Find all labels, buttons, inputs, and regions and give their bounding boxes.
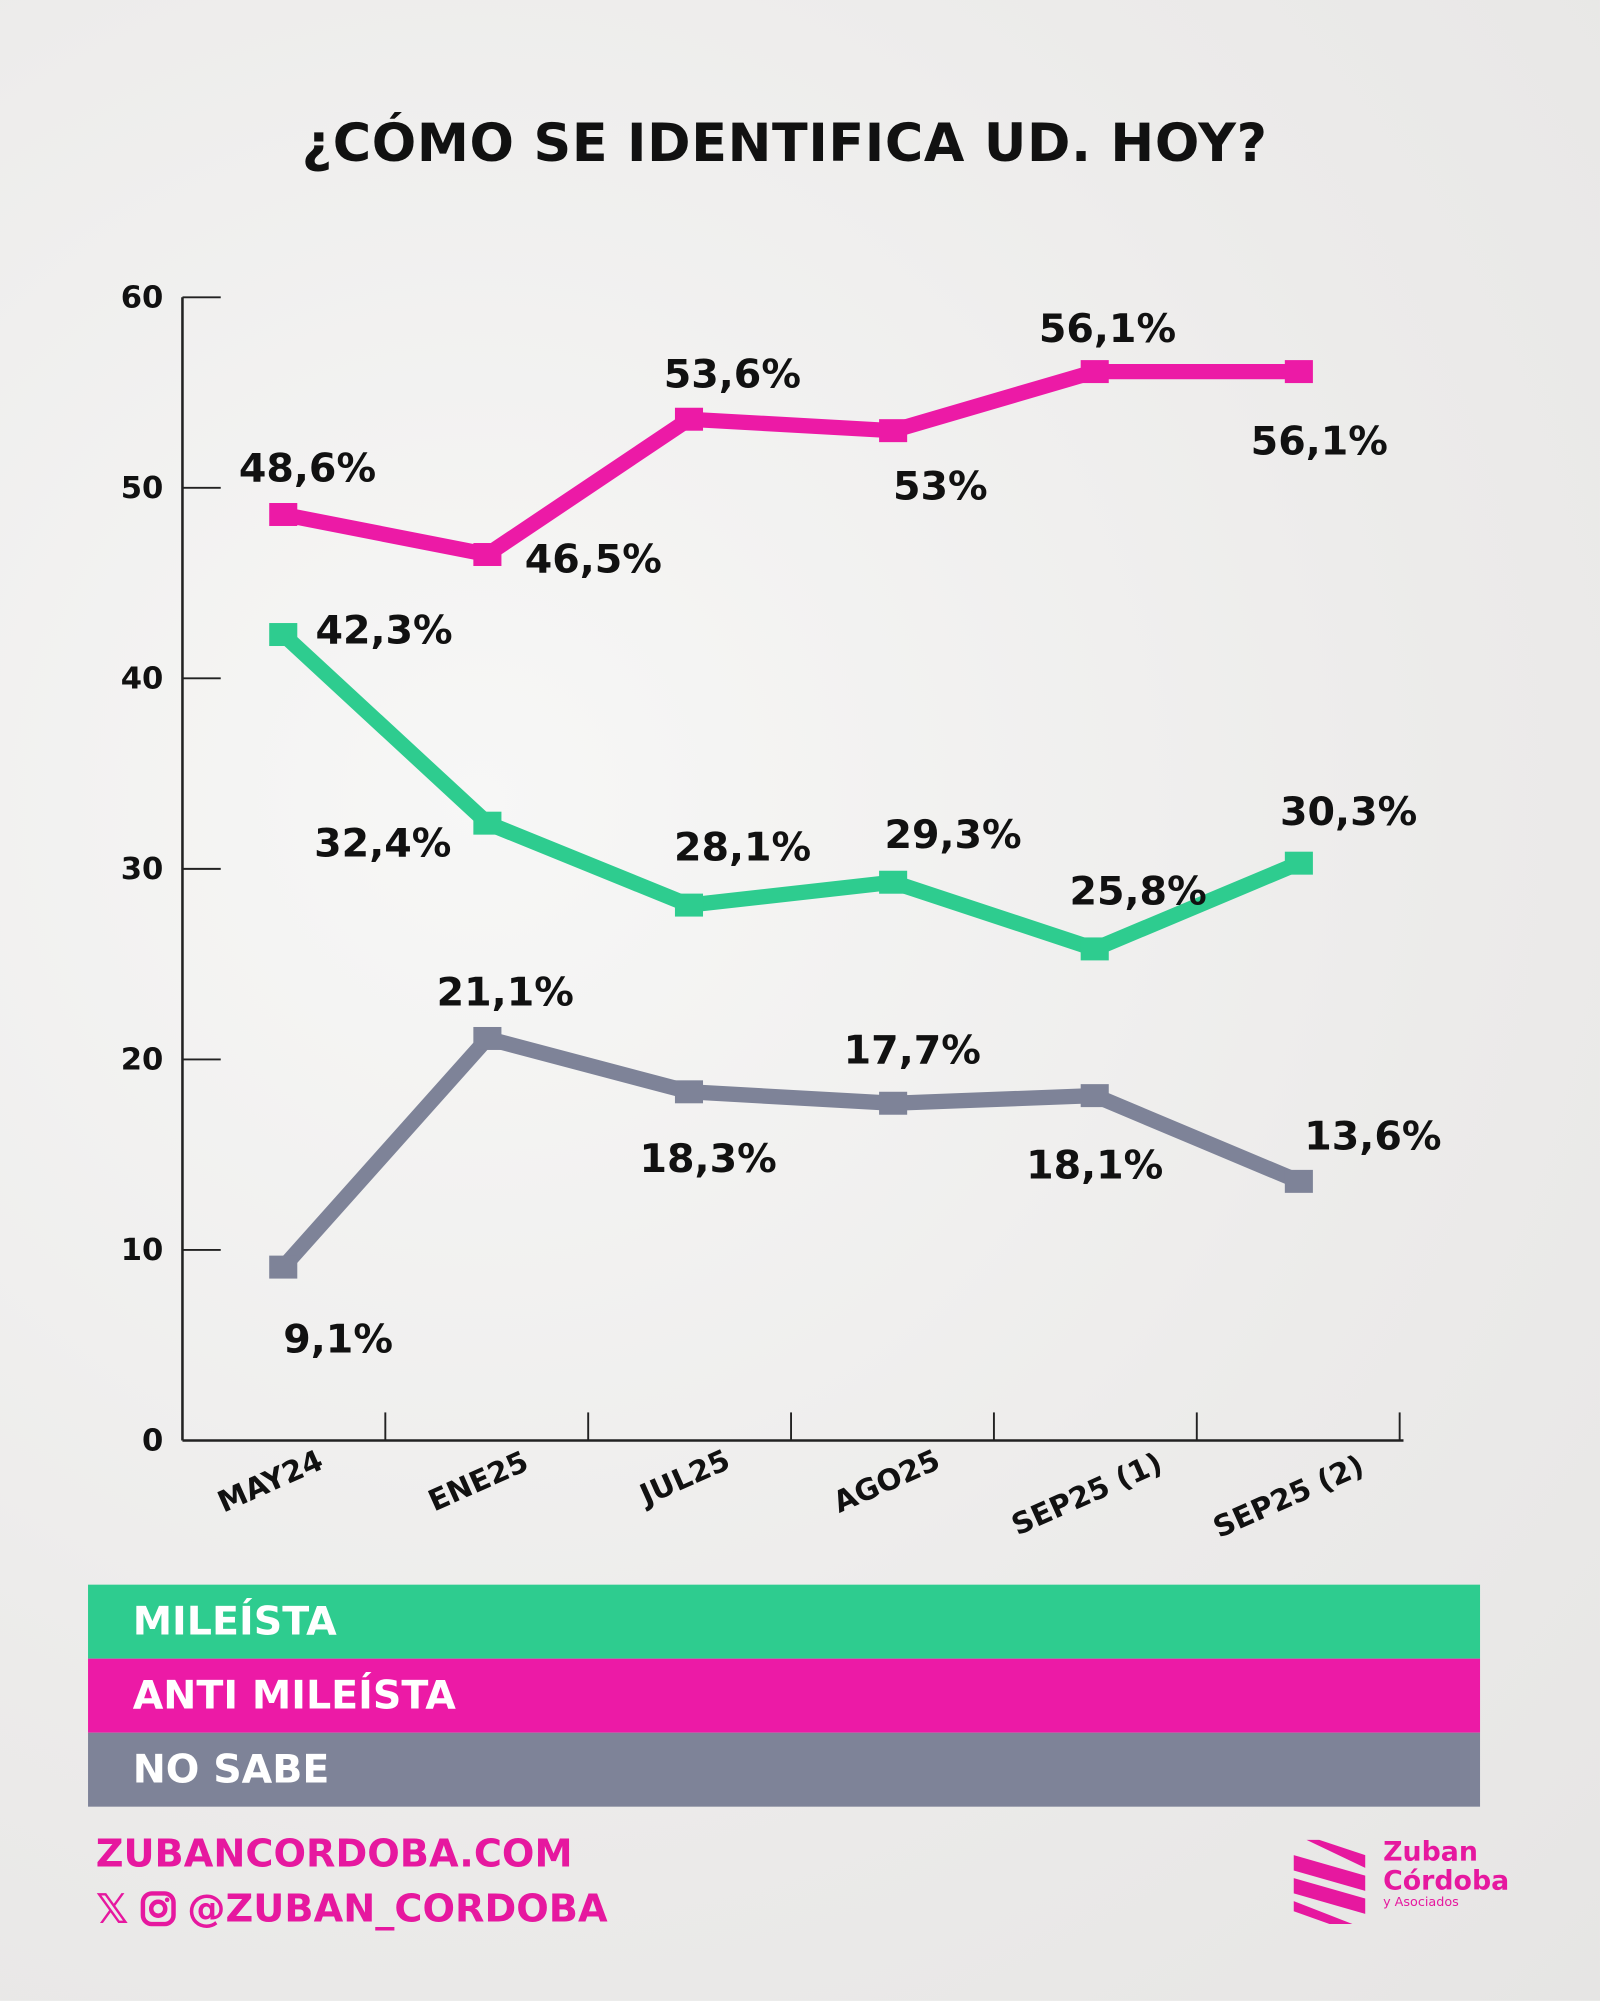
data-label: 42,3% [315, 607, 452, 653]
y-tick-label: 30 [121, 852, 164, 887]
social-handle[interactable]: @ZUBAN_CORDOBA [187, 1886, 608, 1932]
data-label: 56,1% [1039, 306, 1176, 352]
data-label: 53% [893, 464, 988, 510]
data-point [269, 503, 298, 526]
data-label: 56,1% [1251, 419, 1388, 465]
logo-text-3: y Asociados [1383, 1895, 1459, 1911]
x-icon[interactable]: 𝕏 [95, 1884, 129, 1933]
data-point [1080, 1084, 1109, 1108]
data-point [674, 407, 704, 431]
x-tick-label: MAY24 [213, 1443, 328, 1519]
data-label: 9,1% [283, 1317, 393, 1363]
series-line-1 [278, 628, 1302, 958]
logo-text-2: Córdoba [1383, 1865, 1510, 1896]
data-point [879, 1091, 908, 1115]
data-label: 18,3% [640, 1136, 777, 1182]
data-point [674, 1080, 704, 1104]
legend-no-sabe: NO SABE [88, 1732, 1481, 1807]
legend-mileista: MILEÍSTA [88, 1584, 1481, 1659]
logo-mark-icon [1293, 1839, 1366, 1925]
data-label: 46,5% [525, 536, 662, 582]
data-label: 28,1% [674, 824, 811, 870]
data-point [473, 543, 502, 566]
data-point [473, 1026, 502, 1050]
y-tick-label: 20 [121, 1043, 164, 1078]
instagram-icon[interactable] [139, 1890, 177, 1928]
logo-text-1: Zuban [1383, 1836, 1478, 1867]
series-line-0 [281, 363, 1299, 563]
x-tick-label: AGO25 [828, 1443, 945, 1520]
y-tick-label: 0 [142, 1424, 163, 1459]
x-tick-label: ENE25 [423, 1444, 533, 1518]
data-point [1080, 360, 1109, 384]
chart-title: ¿CÓMO SE IDENTIFICA UD. HOY? [301, 112, 1268, 174]
data-point [879, 419, 908, 443]
data-label: 21,1% [437, 969, 574, 1015]
data-point [879, 870, 908, 894]
data-label: 25,8% [1070, 868, 1207, 914]
y-tick-label: 40 [121, 662, 164, 697]
data-label: 13,6% [1304, 1113, 1441, 1159]
data-point [473, 811, 502, 835]
data-point [1080, 937, 1109, 961]
data-label: 17,7% [844, 1028, 981, 1074]
data-point [269, 623, 298, 647]
series-line-2 [277, 1029, 1302, 1273]
y-tick-label: 50 [121, 471, 164, 506]
website-link[interactable]: ZUBANCORDOBA.COM [95, 1832, 573, 1877]
data-label: 29,3% [884, 812, 1021, 858]
data-point [1284, 851, 1313, 875]
data-label: 32,4% [314, 820, 451, 866]
zuban-cordoba-logo: Zuban Córdoba y Asociados [1291, 1836, 1510, 1933]
y-tick-label: 60 [121, 280, 164, 315]
legend-anti-mileista: ANTI MILEÍSTA [88, 1658, 1481, 1733]
data-point [1284, 360, 1313, 384]
x-tick-label: SEP25 (1) [1006, 1446, 1167, 1543]
data-point [674, 893, 704, 917]
data-label: 48,6% [239, 445, 376, 491]
data-label: 53,6% [664, 351, 801, 397]
data-point [1284, 1169, 1313, 1193]
line-chart: 0 10 20 30 40 50 60 MAY24 ENE25 JUL25 AGO25 SEP25 (… [121, 280, 1442, 1545]
data-point [269, 1255, 298, 1279]
data-label: 30,3% [1280, 789, 1417, 835]
y-tick-label: 10 [121, 1233, 164, 1268]
x-tick-label: SEP25 (2) [1208, 1448, 1369, 1545]
data-label: 18,1% [1026, 1143, 1163, 1189]
x-tick-label: JUL25 [633, 1443, 735, 1513]
